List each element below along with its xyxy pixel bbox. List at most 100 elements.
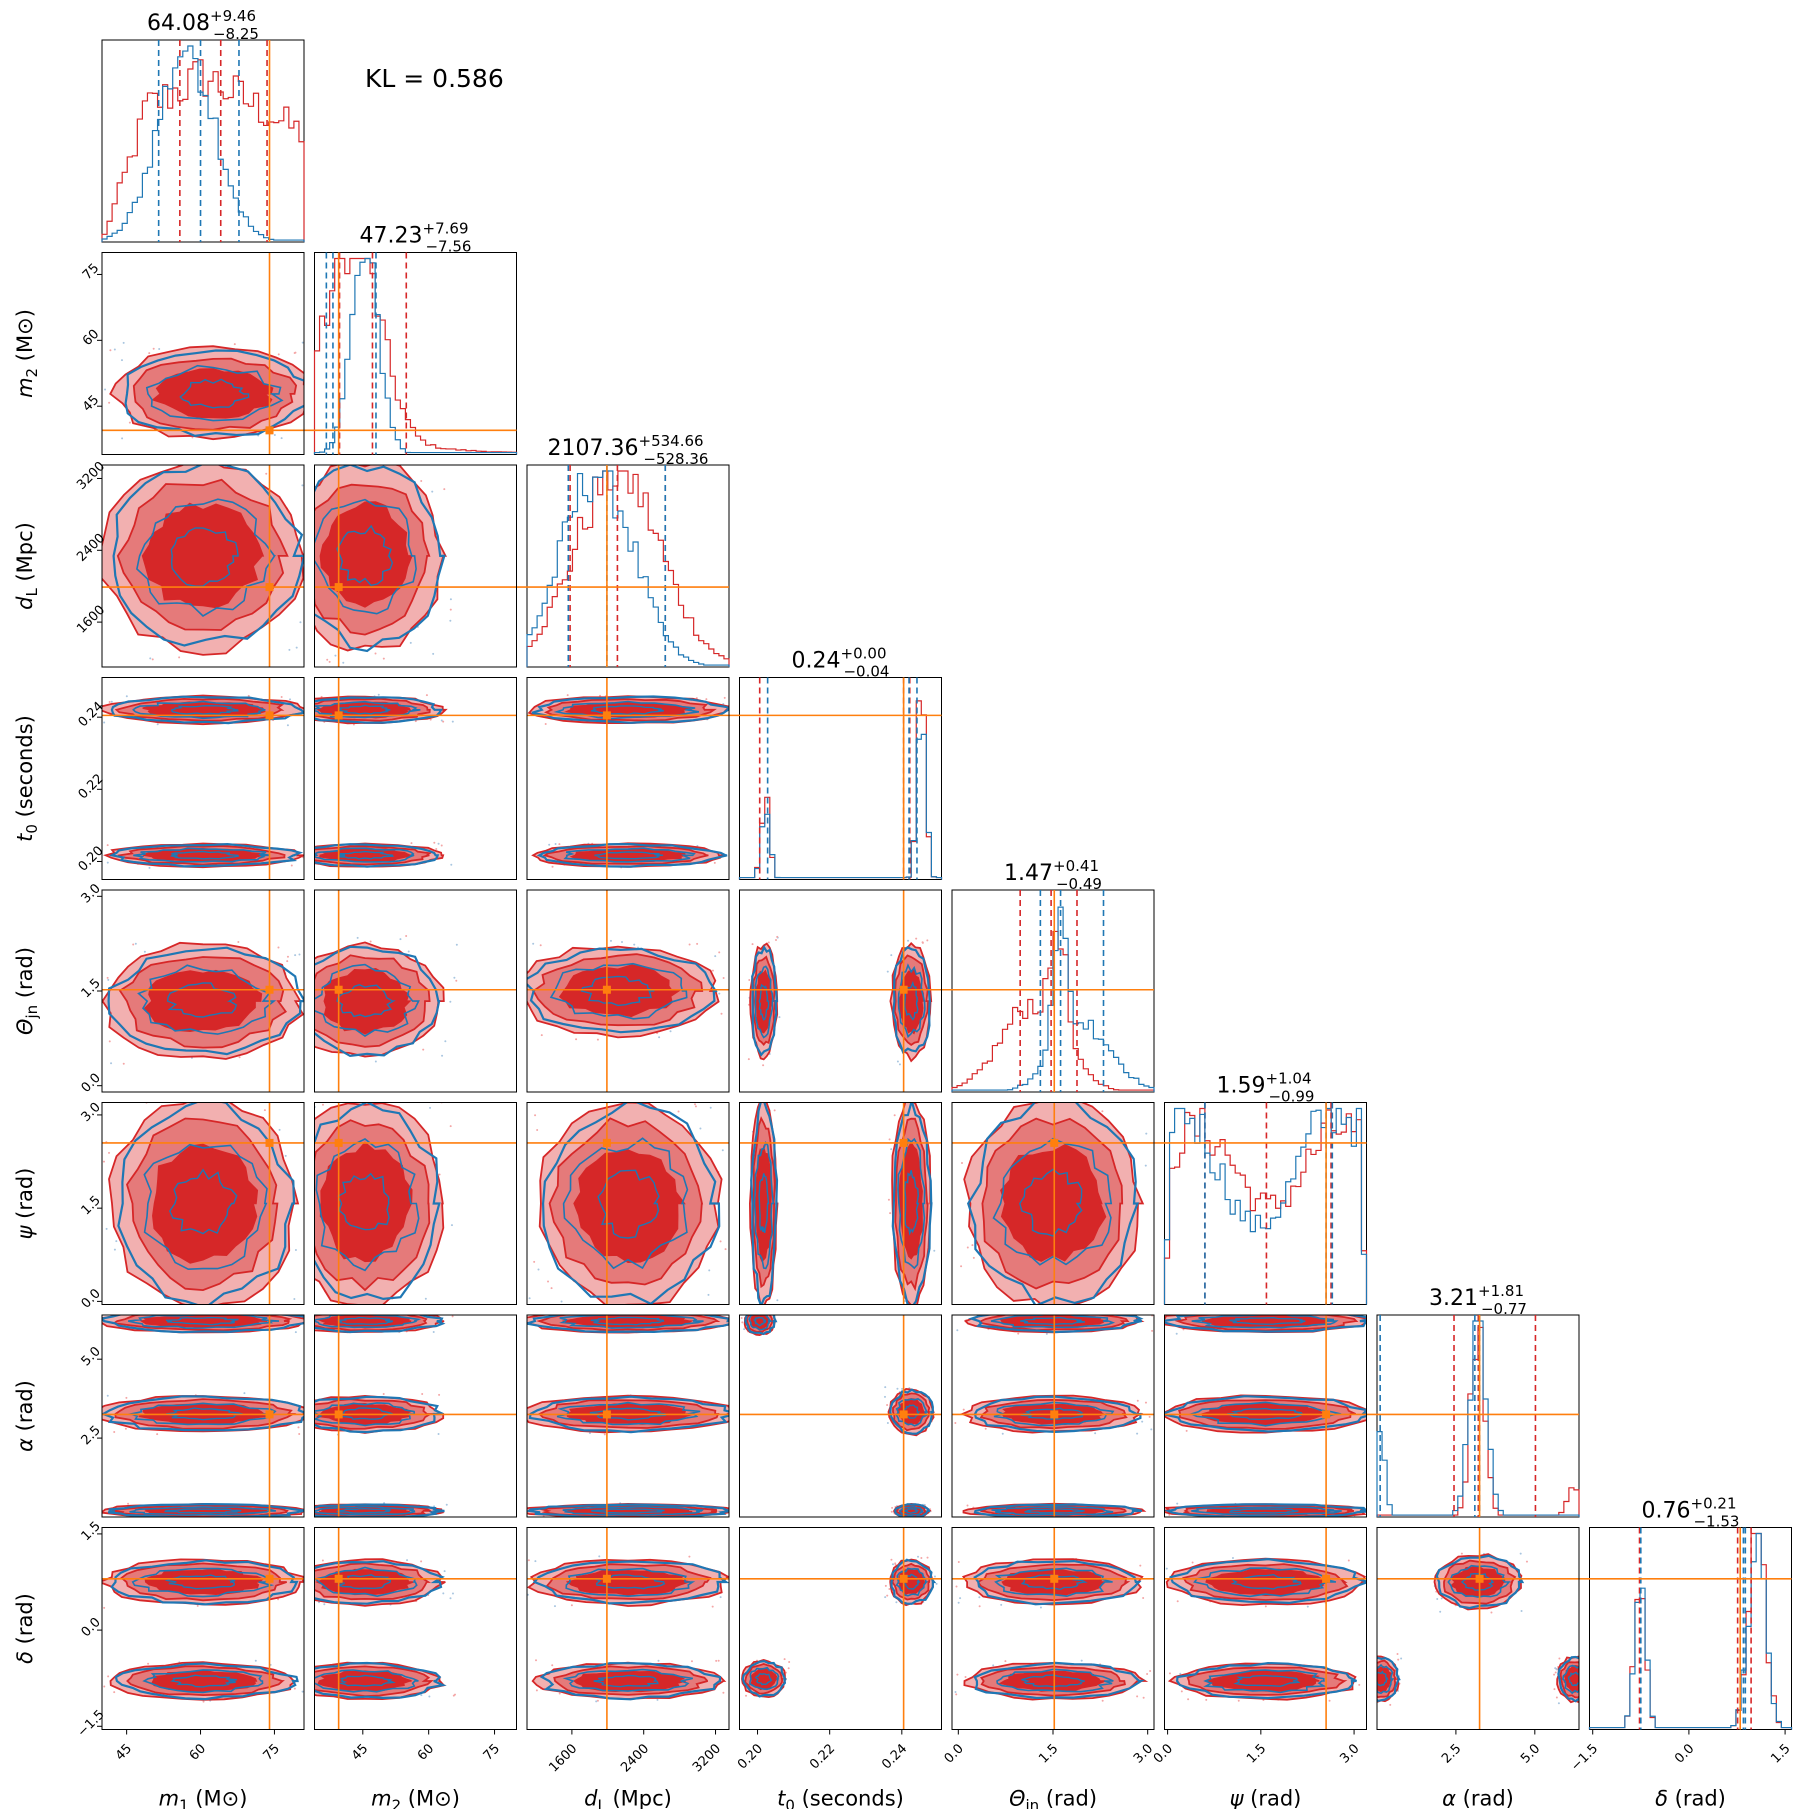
diag-frame-delta [1589, 1527, 1792, 1730]
panel-frame [314, 1314, 517, 1518]
sample-point [751, 943, 754, 946]
blue-histogram-m2 [313, 257, 518, 455]
blue-contour-inner [1447, 1564, 1511, 1598]
x-tick-label: −1.5 [1568, 1741, 1601, 1774]
injected-marker [334, 985, 343, 994]
panel-frame [101, 1102, 305, 1305]
sample-point [787, 1667, 790, 1670]
sample-point [886, 970, 889, 973]
sample-point [717, 1659, 720, 1662]
sample-point [254, 1659, 257, 1662]
y-tick-label: 3.0 [79, 881, 104, 906]
sample-point [1584, 1663, 1586, 1665]
sample-point [207, 1312, 209, 1314]
injected-marker [602, 1138, 611, 1147]
blue-contour-core [1024, 1508, 1085, 1514]
sample-point [1439, 1610, 1442, 1613]
sample-point [84, 1059, 86, 1061]
sample-point [420, 1560, 423, 1563]
sample-point [156, 1309, 158, 1311]
sample-point [299, 1518, 301, 1520]
sample-point [152, 347, 155, 350]
sample-point [912, 1099, 914, 1101]
panel-frame [101, 1314, 305, 1518]
sample-point [108, 1040, 111, 1043]
sample-point [1520, 1609, 1523, 1612]
sample-point [1148, 1415, 1151, 1418]
sample-point [748, 979, 751, 982]
sample-point [442, 720, 445, 723]
blue-contour-core [165, 1407, 243, 1421]
sample-point [1168, 1672, 1171, 1675]
panel-frame [1164, 1314, 1367, 1518]
blue-histogram-theta [951, 906, 1155, 1092]
sample-point [596, 1699, 599, 1702]
panel-frame [951, 1102, 1155, 1305]
sample-point [1369, 1406, 1371, 1408]
sample-point [148, 866, 151, 869]
blue-contour-outer [751, 944, 778, 1057]
red-contour-inner [151, 368, 274, 419]
sample-point [103, 721, 106, 724]
blue-contour-inner [136, 498, 277, 617]
sample-point [1525, 1560, 1528, 1563]
sample-point [306, 1319, 308, 1321]
sample-point [432, 1331, 435, 1334]
sample-point [196, 1604, 199, 1607]
blue-contour-outer [114, 1662, 299, 1701]
sample-point [722, 976, 725, 979]
blue-contour-core [904, 1170, 920, 1236]
injected-marker [334, 1574, 343, 1583]
sample-point [890, 1510, 893, 1513]
sample-point [113, 1248, 116, 1251]
sample-point [537, 1268, 540, 1271]
x-tick-label: 3.0 [1337, 1741, 1362, 1766]
sample-point [1155, 1601, 1157, 1603]
histogram-title-m2: 47.23+7.69 −7.56 [360, 220, 472, 256]
sample-point [134, 942, 137, 945]
sample-point [280, 695, 283, 698]
sample-point [551, 1664, 554, 1667]
sample-point [889, 1212, 892, 1215]
x-axis-label-alpha: α (rad) [1442, 1787, 1514, 1809]
sample-point [1370, 1657, 1372, 1659]
sample-point [890, 1558, 893, 1561]
injected-marker [1475, 1574, 1484, 1583]
sample-point [288, 648, 291, 651]
sample-point [707, 1293, 710, 1296]
scatter-panel-alpha-delta [1370, 1527, 1792, 1730]
sample-point [734, 852, 736, 854]
sample-point [898, 1063, 901, 1066]
sample-point [548, 843, 551, 846]
sample-point [301, 341, 304, 344]
sample-point [957, 1561, 960, 1564]
sample-point [415, 1305, 417, 1307]
sample-point [450, 1224, 453, 1227]
sample-point [423, 1310, 425, 1312]
sample-point [891, 1506, 894, 1509]
sample-point [124, 1427, 127, 1430]
sample-point [558, 1692, 561, 1695]
sample-point [149, 657, 152, 660]
x-tick-label: 75 [481, 1741, 503, 1763]
sample-point [960, 1265, 963, 1268]
blue-contour-outer [107, 946, 304, 1056]
histogram-title-delta: 0.76+0.21 −1.53 [1642, 1495, 1740, 1531]
sample-point [292, 1313, 294, 1315]
blue-contour-outer [973, 1559, 1142, 1606]
sample-point [280, 437, 283, 440]
sample-point [455, 979, 458, 982]
sample-point [699, 1127, 702, 1130]
sample-point [128, 421, 131, 424]
y-tick-label: 1.5 [79, 1519, 104, 1544]
injected-marker [602, 1410, 611, 1419]
sample-point [762, 1064, 765, 1067]
sample-point [1371, 1576, 1373, 1578]
sample-point [451, 720, 454, 723]
panel-frame [739, 889, 942, 1093]
sample-point [524, 1020, 526, 1022]
sample-point [125, 695, 128, 698]
sample-point [1156, 1313, 1158, 1315]
sample-point [374, 652, 377, 655]
sample-point [297, 1426, 300, 1429]
